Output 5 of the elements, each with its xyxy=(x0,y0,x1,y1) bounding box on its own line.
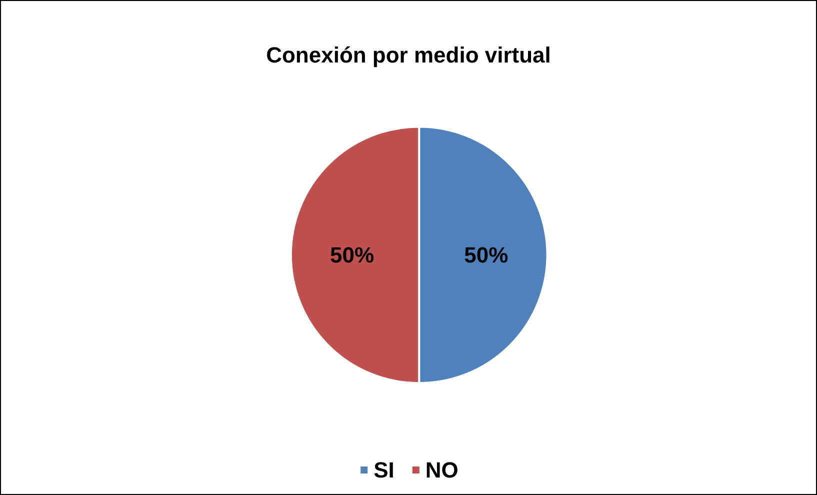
chart-title: Conexión por medio virtual xyxy=(266,42,551,68)
legend-label: NO xyxy=(425,458,458,482)
data-label: 50% xyxy=(330,242,374,268)
legend-label: SI xyxy=(374,458,394,482)
data-label: 50% xyxy=(464,242,508,268)
